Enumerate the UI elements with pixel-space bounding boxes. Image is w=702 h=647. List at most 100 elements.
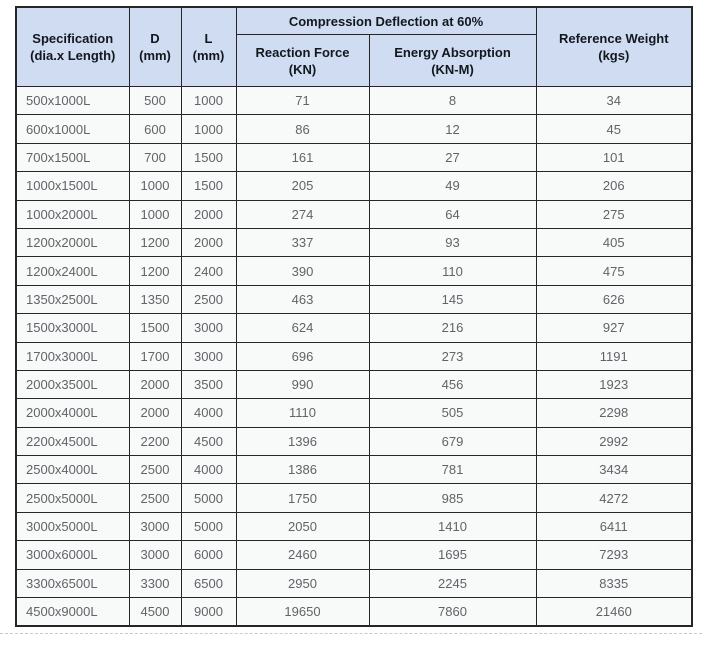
cell-l-mm: 2400 [180,256,237,286]
cell-reaction-force-kn: 1750 [235,483,370,513]
cell-energy-absorption-kn-m: 216 [368,313,537,343]
cell-reference-weight-kgs: 4272 [535,483,693,513]
cell-l-mm: 2000 [180,227,237,258]
cell-reaction-force-kn: 1386 [235,455,370,485]
cell-d-mm: 3000 [128,540,182,570]
header-l-mm: L (mm) [180,6,237,87]
cell-reference-weight-kgs: 475 [535,256,693,286]
cell-reaction-force-kn: 463 [235,284,370,315]
cell-d-mm: 2000 [128,398,182,428]
cell-d-mm: 4500 [128,597,182,627]
header-energy-absorption-line2: (KN-M) [431,61,474,77]
cell-reference-weight-kgs: 927 [535,313,693,343]
header-l-line1: L [204,31,213,46]
cell-reaction-force-kn: 1396 [235,426,370,457]
cell-energy-absorption-kn-m: 64 [368,199,537,229]
cell-reaction-force-kn: 624 [235,313,370,343]
header-d-mm: D (mm) [128,6,182,87]
cell-reference-weight-kgs: 1923 [535,369,693,400]
cell-l-mm: 5000 [180,483,237,513]
cell-specification: 1000x2000L [15,199,130,229]
cell-d-mm: 2500 [128,455,182,485]
header-energy-absorption: Energy Absorption (KN-M) [368,34,537,87]
cell-l-mm: 6000 [180,540,237,570]
table-row: 2000x4000L 2000 4000 1110 505 2298 [15,398,693,428]
header-specification-line2: (dia.x Length) [30,48,116,63]
cell-specification: 1200x2000L [15,227,130,258]
cell-reference-weight-kgs: 3434 [535,455,693,485]
cell-d-mm: 600 [128,114,182,144]
cell-l-mm: 3500 [180,369,237,400]
table-row: 1000x2000L 1000 2000 274 64 275 [15,199,693,229]
table-row: 1200x2000L 1200 2000 337 93 405 [15,227,693,258]
header-reaction-force-line2: (KN) [288,61,317,77]
header-reaction-force-line1: Reaction Force [255,44,350,60]
cell-reaction-force-kn: 161 [235,142,370,173]
table-row: 1700x3000L 1700 3000 696 273 1191 [15,341,693,371]
cell-reaction-force-kn: 19650 [235,597,370,627]
cell-reaction-force-kn: 337 [235,227,370,258]
cell-l-mm: 1500 [180,171,237,201]
cell-reference-weight-kgs: 206 [535,171,693,201]
cell-reference-weight-kgs: 405 [535,227,693,258]
cell-specification: 3000x5000L [15,511,130,542]
bottom-dashed-divider [0,633,702,634]
cell-d-mm: 1350 [128,284,182,315]
cell-l-mm: 5000 [180,511,237,542]
table-row: 1200x2400L 1200 2400 390 110 475 [15,256,693,286]
cell-d-mm: 3000 [128,511,182,542]
header-reaction-force: Reaction Force (KN) [235,34,370,87]
cell-l-mm: 2500 [180,284,237,315]
cell-d-mm: 500 [128,85,182,116]
cell-reference-weight-kgs: 21460 [535,597,693,627]
table-row: 3300x6500L 3300 6500 2950 2245 8335 [15,568,693,599]
table-row: 500x1000L 500 1000 71 8 34 [15,85,693,116]
cell-specification: 3000x6000L [15,540,130,570]
cell-reference-weight-kgs: 34 [535,85,693,116]
cell-reaction-force-kn: 86 [235,114,370,144]
cell-energy-absorption-kn-m: 8 [368,85,537,116]
cell-specification: 1350x2500L [15,284,130,315]
cell-reference-weight-kgs: 2992 [535,426,693,457]
table-row: 1500x3000L 1500 3000 624 216 927 [15,313,693,343]
cell-reaction-force-kn: 2950 [235,568,370,599]
table-body: 500x1000L 500 1000 71 8 34 600x1000L 600 1000 86 1… [15,85,693,627]
cell-reaction-force-kn: 990 [235,369,370,400]
table-header: Specification (dia.x Length) D (mm) L (m… [15,6,693,87]
cell-d-mm: 3300 [128,568,182,599]
cell-reference-weight-kgs: 626 [535,284,693,315]
cell-specification: 2500x4000L [15,455,130,485]
cell-specification: 1200x2400L [15,256,130,286]
cell-d-mm: 1200 [128,227,182,258]
cell-reference-weight-kgs: 6411 [535,511,693,542]
cell-d-mm: 1700 [128,341,182,371]
cell-reference-weight-kgs: 2298 [535,398,693,428]
cell-specification: 600x1000L [15,114,130,144]
header-specification: Specification (dia.x Length) [15,6,130,87]
cell-d-mm: 2200 [128,426,182,457]
cell-reference-weight-kgs: 101 [535,142,693,173]
cell-specification: 1500x3000L [15,313,130,343]
cell-d-mm: 1000 [128,199,182,229]
cell-reference-weight-kgs: 275 [535,199,693,229]
cell-specification: 1700x3000L [15,341,130,371]
table-row: 2500x5000L 2500 5000 1750 985 4272 [15,483,693,513]
cell-reference-weight-kgs: 8335 [535,568,693,599]
cell-energy-absorption-kn-m: 781 [368,455,537,485]
table-row: 600x1000L 600 1000 86 12 45 [15,114,693,144]
cell-energy-absorption-kn-m: 2245 [368,568,537,599]
cell-energy-absorption-kn-m: 1695 [368,540,537,570]
cell-reaction-force-kn: 696 [235,341,370,371]
cell-energy-absorption-kn-m: 145 [368,284,537,315]
cell-reaction-force-kn: 274 [235,199,370,229]
cell-l-mm: 4000 [180,398,237,428]
header-d-line2: (mm) [139,48,171,63]
cell-energy-absorption-kn-m: 49 [368,171,537,201]
cell-energy-absorption-kn-m: 505 [368,398,537,428]
cell-l-mm: 4000 [180,455,237,485]
cell-energy-absorption-kn-m: 985 [368,483,537,513]
cell-energy-absorption-kn-m: 27 [368,142,537,173]
cell-l-mm: 6500 [180,568,237,599]
cell-specification: 700x1500L [15,142,130,173]
